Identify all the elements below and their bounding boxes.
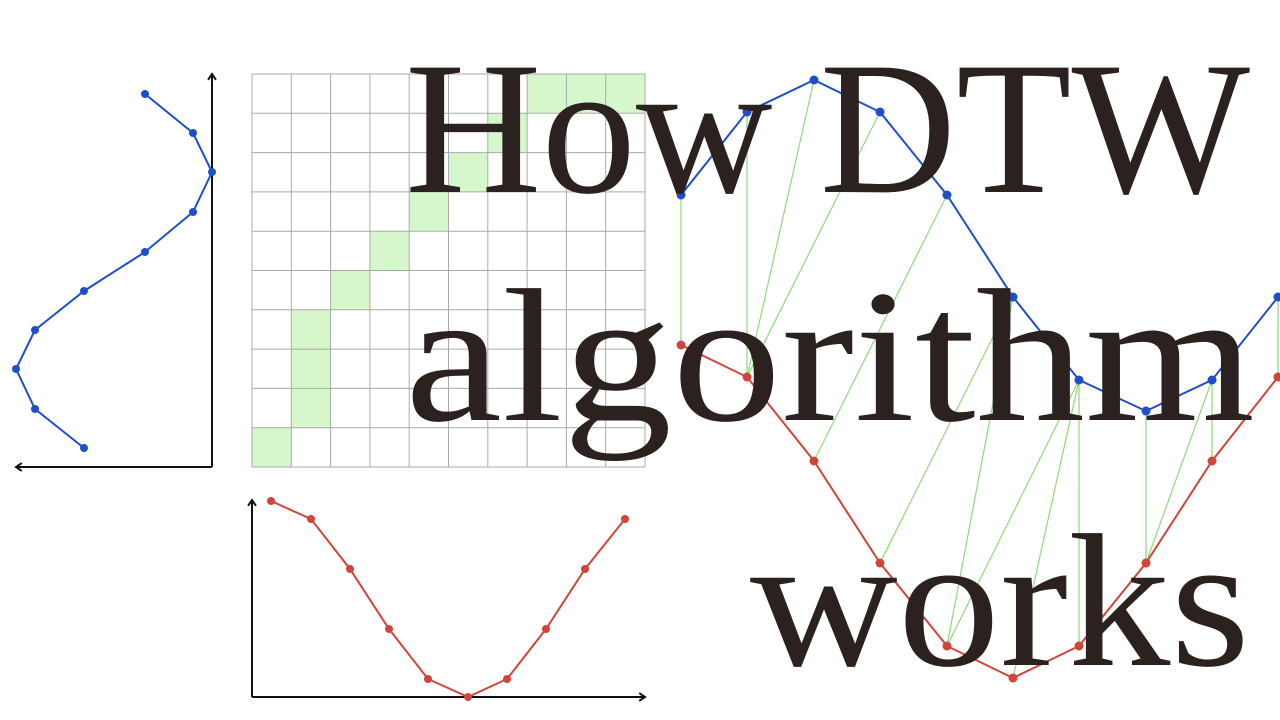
path-cell [448, 152, 488, 192]
title-line: How DTW [405, 24, 1250, 234]
alignment-link [1012, 379, 1080, 679]
path-cell [291, 349, 331, 389]
blue-series-point [1273, 292, 1280, 302]
red-series-line [680, 344, 1279, 680]
blue-series-point [875, 107, 885, 117]
blue-series-point [80, 287, 88, 295]
title-line: works [750, 497, 1250, 707]
title-line: algorithm [405, 252, 1255, 462]
blue-series-point [208, 168, 216, 176]
blue-series-point [1008, 292, 1018, 302]
blue-series-point [12, 365, 20, 373]
red-series-point [1074, 641, 1084, 651]
path-cell [252, 427, 292, 467]
path-cell [605, 74, 645, 114]
path-cell [291, 309, 331, 350]
blue-series-point [141, 90, 149, 98]
title: How DTW algorithm works [405, 24, 1255, 707]
red-series-point [1273, 372, 1280, 382]
alignment-link [946, 296, 1014, 647]
red-series-point [503, 675, 511, 683]
blue-series-point [742, 107, 752, 117]
blue-series-point [942, 190, 952, 200]
arrow-head [247, 498, 257, 507]
red-series-point [581, 565, 589, 573]
blue-series-point [80, 444, 88, 452]
blue-series-point [31, 326, 39, 334]
blue-series-line [14, 93, 214, 449]
path-cell [291, 388, 331, 428]
red-series-line [270, 500, 626, 699]
red-series-point [464, 693, 472, 701]
blue-series-point [1207, 375, 1217, 385]
blue-series-point [676, 190, 686, 200]
red-series-point [1141, 558, 1151, 568]
arrow-head [14, 462, 23, 472]
blue-series-point [31, 405, 39, 413]
red-series-point [307, 515, 315, 523]
blue-series-point [141, 248, 149, 256]
red-series-point [1207, 456, 1217, 466]
alignment-link [946, 379, 1080, 647]
red-series-point [424, 675, 432, 683]
red-series-point [542, 625, 550, 633]
red-series-point [676, 340, 686, 350]
blue-series-point [189, 129, 197, 137]
red-series-point [621, 515, 629, 523]
alignment-link [746, 79, 815, 378]
red-series-point [942, 641, 952, 651]
alignment-link [1145, 379, 1213, 564]
red-series-point [1008, 673, 1018, 683]
blue-series-point [1141, 406, 1151, 416]
blue-series-point [809, 75, 819, 85]
red-series-point [385, 625, 393, 633]
illustration [12, 72, 1280, 702]
path-cell [330, 270, 370, 310]
red-series-point [809, 456, 819, 466]
path-cell [409, 191, 449, 232]
blue-series-line [680, 78, 1279, 413]
alignment-link [879, 296, 1014, 564]
arrow-head [207, 72, 217, 81]
blue-series-point [1074, 375, 1084, 385]
alignment-link [813, 194, 948, 462]
path-cell [566, 74, 606, 114]
red-series-point [267, 497, 275, 505]
path-cell [487, 113, 528, 153]
path-cell [369, 231, 410, 271]
path-cell [527, 74, 567, 114]
red-series-point [742, 372, 752, 382]
red-series-point [875, 558, 885, 568]
arrow-head [638, 692, 647, 702]
red-series-point [346, 565, 354, 573]
blue-series-point [189, 208, 197, 216]
alignment-link [746, 111, 881, 378]
